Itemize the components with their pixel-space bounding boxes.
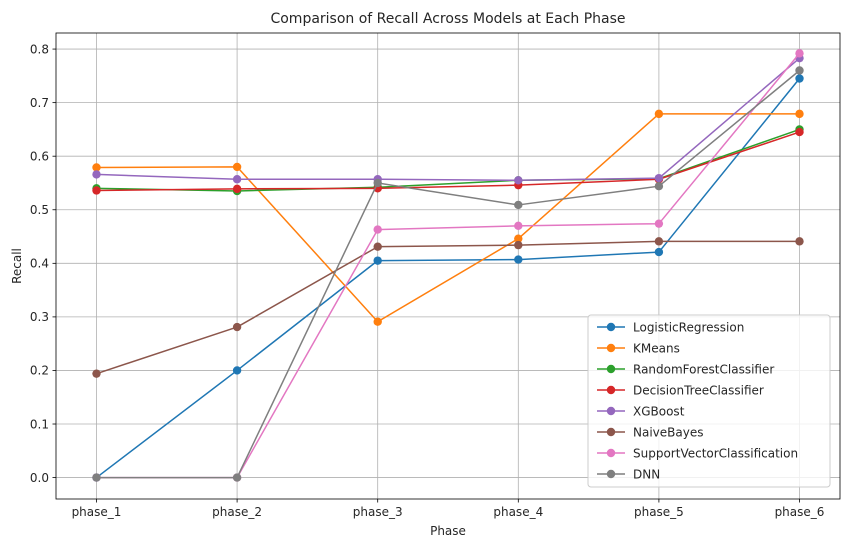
series-dnn xyxy=(92,66,804,482)
y-tick-label: 0.4 xyxy=(30,257,49,271)
data-point xyxy=(654,237,664,246)
y-tick-label: 0.6 xyxy=(30,149,49,163)
legend-entry: SupportVectorClassification xyxy=(597,446,798,460)
y-tick-label: 0.5 xyxy=(30,203,49,217)
legend-marker xyxy=(606,343,616,353)
data-point xyxy=(795,127,804,137)
legend-marker xyxy=(606,385,616,395)
data-point xyxy=(795,237,804,246)
data-point xyxy=(92,163,101,172)
series-naivebayes xyxy=(92,237,804,378)
legend-label: DecisionTreeClassifier xyxy=(633,383,764,397)
data-point xyxy=(232,322,242,332)
legend-label: LogisticRegression xyxy=(633,320,744,334)
data-point xyxy=(373,317,382,326)
legend-marker xyxy=(606,448,616,458)
data-point xyxy=(514,200,523,210)
data-point xyxy=(795,66,804,75)
legend-label: XGBoost xyxy=(633,404,685,418)
series-decisiontreeclassifier xyxy=(92,127,804,195)
data-point xyxy=(654,181,664,191)
data-point xyxy=(373,256,382,265)
data-point xyxy=(514,234,523,243)
chart-title: Comparison of Recall Across Models at Ea… xyxy=(270,11,625,27)
data-point xyxy=(654,173,664,183)
data-point xyxy=(795,49,804,58)
data-point xyxy=(514,221,523,231)
data-point xyxy=(232,366,242,375)
data-point xyxy=(514,255,523,264)
x-tick-label: phase_3 xyxy=(353,505,403,519)
data-point xyxy=(92,369,101,378)
data-point xyxy=(514,176,523,185)
data-point xyxy=(232,184,242,194)
x-axis: phase_1 phase_2 phase_3 phase_4 phase_5 phase… xyxy=(72,499,825,519)
data-point xyxy=(232,473,242,482)
legend-entry: KMeans xyxy=(597,341,680,355)
legend-entry: DNN xyxy=(597,467,660,481)
legend-label: DNN xyxy=(633,467,660,481)
legend-marker xyxy=(606,322,616,332)
data-point xyxy=(654,219,664,228)
series-kmeans xyxy=(92,109,804,326)
legend-label: NaiveBayes xyxy=(633,425,703,439)
series-line xyxy=(96,69,800,479)
data-point xyxy=(654,109,664,119)
legend-entry: RandomForestClassifier xyxy=(597,362,774,376)
series-line xyxy=(96,57,800,182)
x-tick-label: phase_2 xyxy=(212,505,262,519)
legend-entry: XGBoost xyxy=(597,404,685,418)
plot-frame xyxy=(55,32,841,500)
y-tick-label: 0.1 xyxy=(30,417,49,431)
data-point xyxy=(232,175,242,184)
legend-entry: LogisticRegression xyxy=(597,320,744,334)
data-point xyxy=(232,162,242,172)
y-tick-label: 0.0 xyxy=(30,471,49,485)
x-tick-label: phase_4 xyxy=(493,505,543,519)
data-point xyxy=(654,247,664,257)
data-point xyxy=(373,225,382,234)
legend-marker xyxy=(606,364,616,374)
x-tick-label: phase_6 xyxy=(775,505,825,519)
y-tick-label: 0.7 xyxy=(30,96,49,110)
series-randomforestclassifier xyxy=(92,125,804,196)
x-tick-label: phase_5 xyxy=(634,505,684,519)
y-axis-label: Recall xyxy=(10,248,24,284)
y-tick-label: 0.8 xyxy=(30,42,49,56)
series-line xyxy=(96,131,800,192)
data-point xyxy=(373,242,382,251)
data-point xyxy=(514,240,523,250)
series-line xyxy=(96,240,800,375)
legend: LogisticRegression KMeans RandomForestClas… xyxy=(587,314,831,488)
x-axis-label: Phase xyxy=(430,524,466,538)
legend-label: RandomForestClassifier xyxy=(633,362,774,376)
data-point xyxy=(795,109,804,119)
data-point xyxy=(795,74,804,83)
series-line xyxy=(96,113,800,323)
x-tick-label: phase_1 xyxy=(72,505,122,519)
data-point xyxy=(373,178,382,188)
data-point xyxy=(92,473,101,482)
y-tick-label: 0.2 xyxy=(30,364,49,378)
legend-marker xyxy=(606,427,616,437)
legend-marker xyxy=(606,469,616,479)
legend-marker xyxy=(606,406,616,416)
series-line xyxy=(96,78,801,479)
legend-frame xyxy=(587,314,831,488)
legend-entry: DecisionTreeClassifier xyxy=(597,383,764,397)
y-axis: 0.0 0.1 0.2 0.3 0.4 0.5 0.6 0.7 0.8 xyxy=(30,42,56,485)
series-group xyxy=(92,49,804,482)
y-tick-label: 0.3 xyxy=(30,310,49,324)
legend-label: KMeans xyxy=(633,341,680,355)
data-point xyxy=(92,170,101,179)
series-line xyxy=(96,128,800,192)
legend-label: SupportVectorClassification xyxy=(633,446,798,460)
legend-entry: NaiveBayes xyxy=(597,425,703,439)
data-point xyxy=(92,186,101,195)
